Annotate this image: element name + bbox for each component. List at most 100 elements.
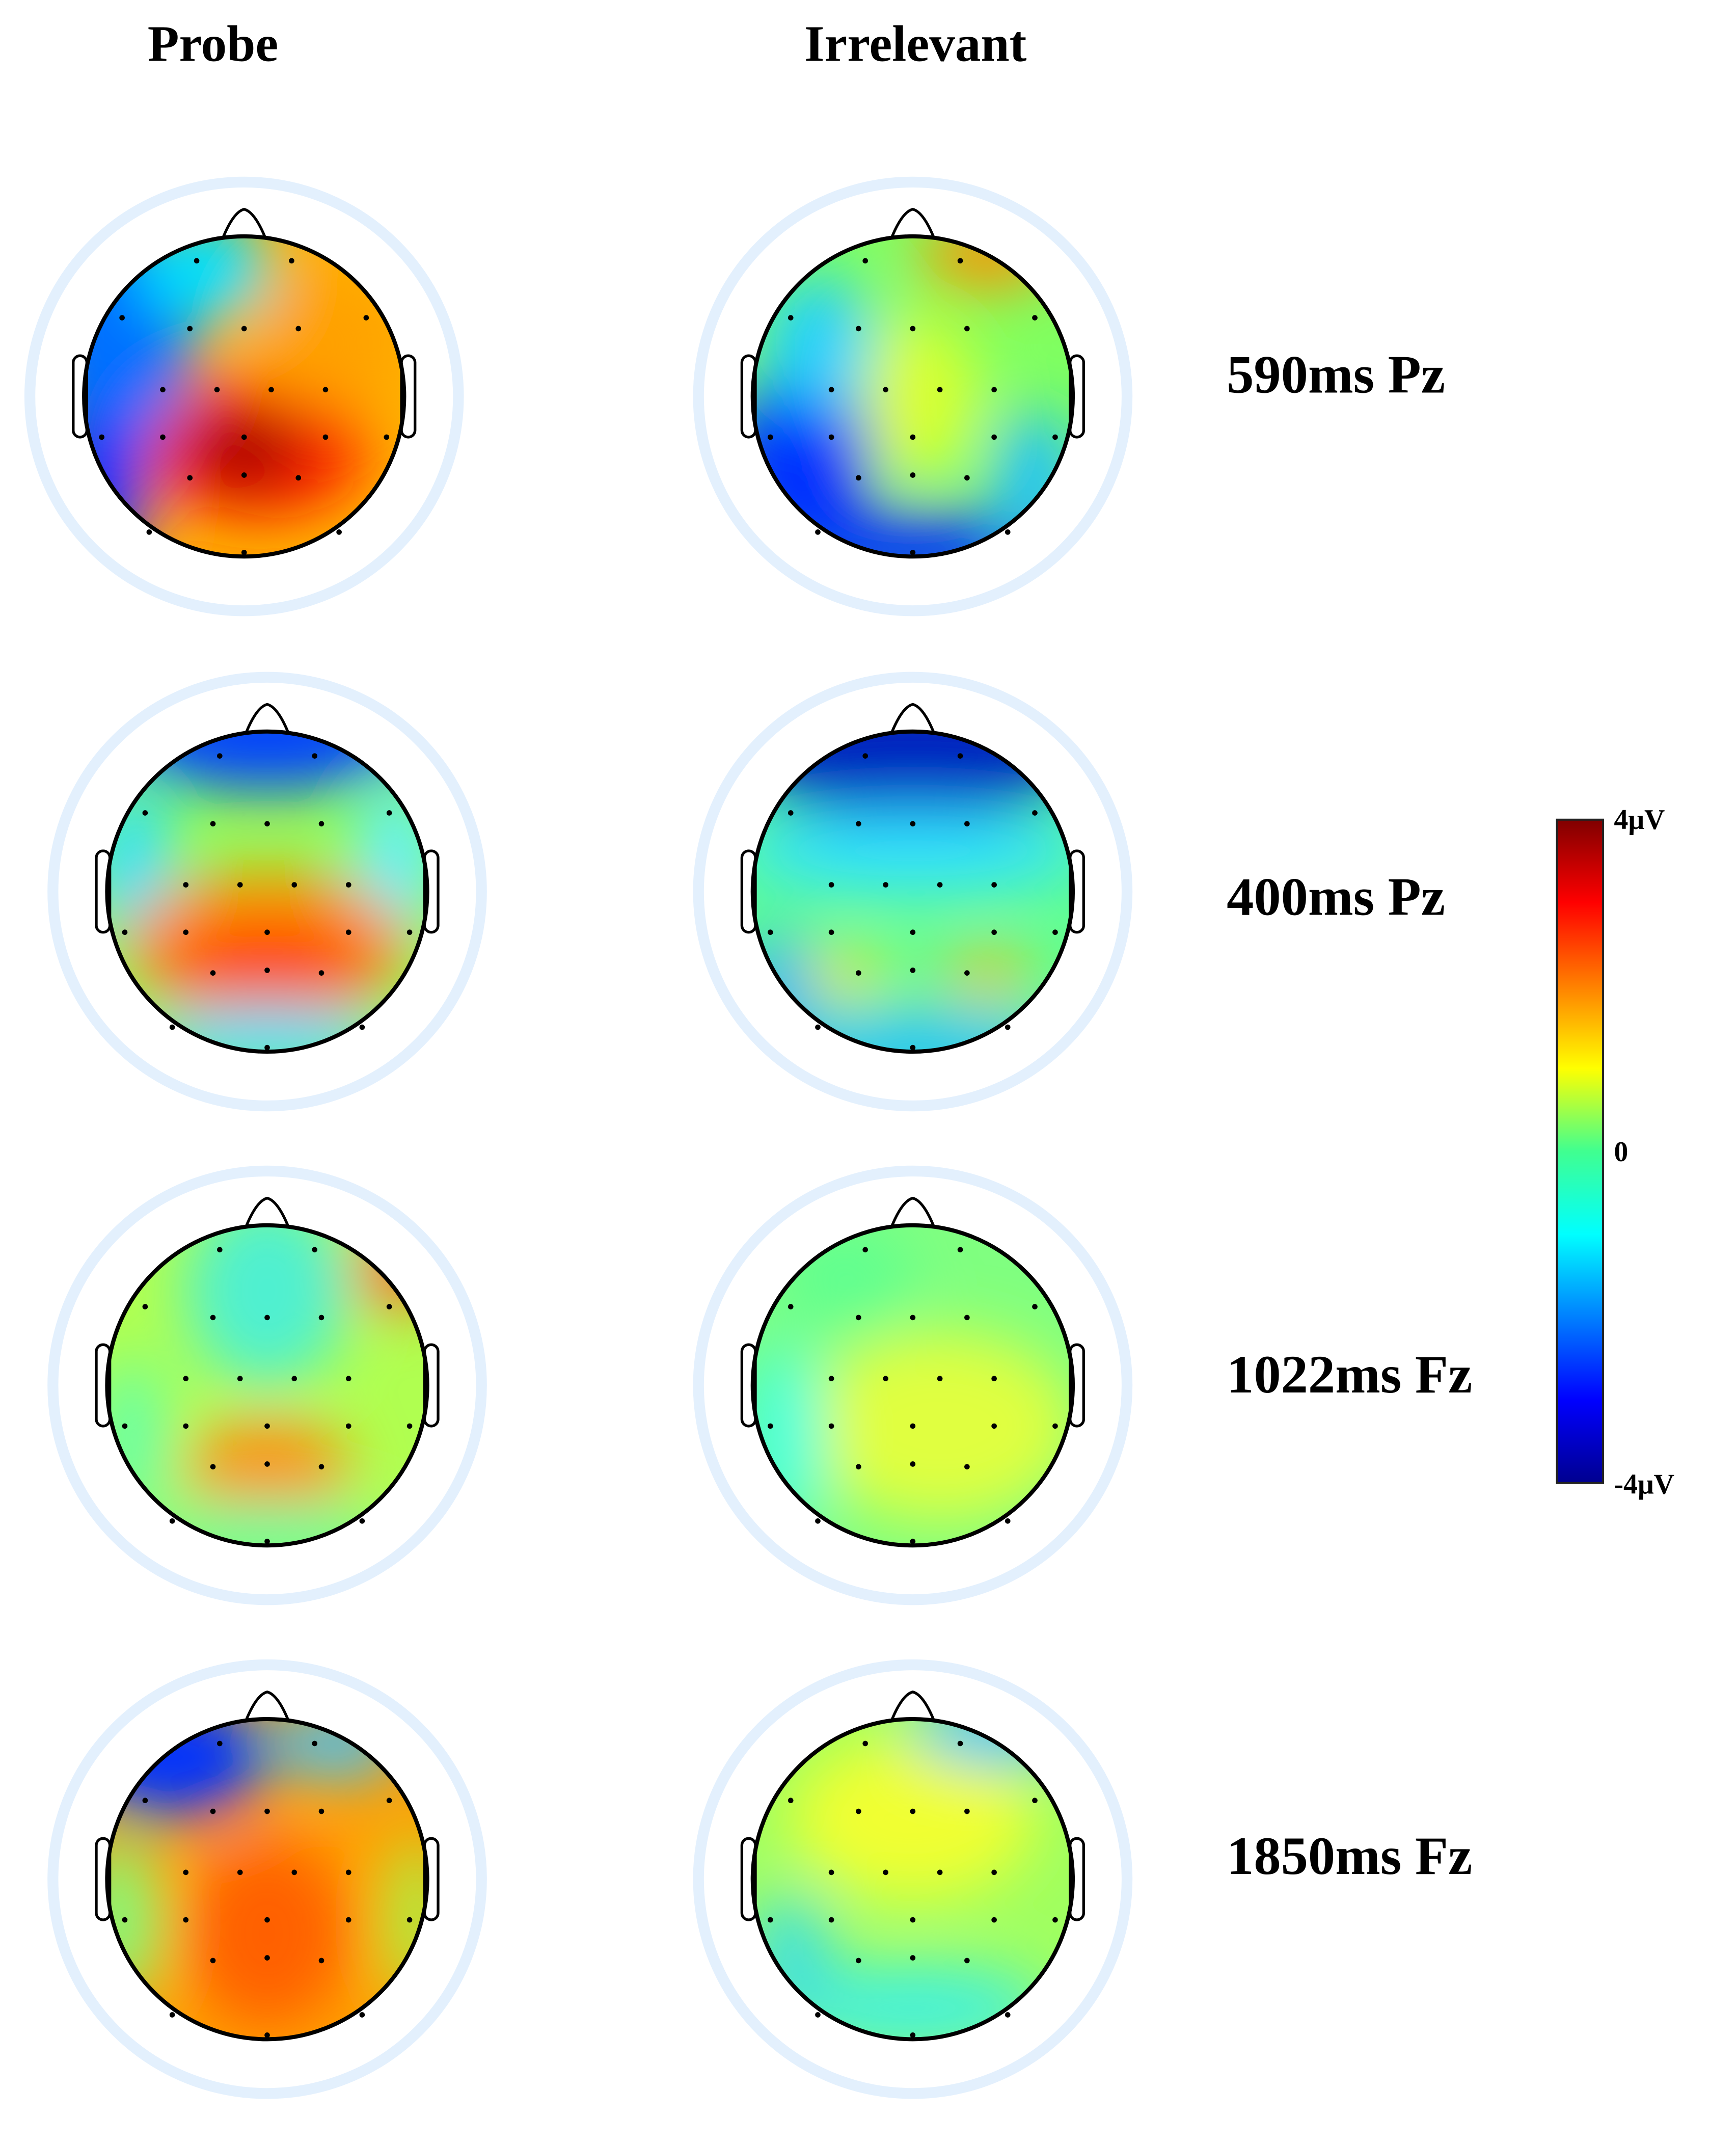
electrode: [241, 549, 247, 555]
electrode: [767, 929, 773, 935]
electrode: [187, 326, 193, 332]
scalp-map: [752, 731, 1073, 1052]
ear: [1069, 849, 1085, 934]
colorbar-label: 4μV: [1614, 804, 1665, 836]
row-label: 1850ms Fz: [1227, 1826, 1472, 1886]
electrode: [183, 1376, 189, 1382]
electrode: [142, 810, 148, 816]
row-label: 400ms Pz: [1227, 867, 1445, 927]
electrode: [910, 1044, 916, 1051]
electrode: [295, 326, 302, 332]
scalp-map: [84, 236, 404, 557]
nose: [244, 1691, 290, 1723]
electrode: [862, 1247, 868, 1253]
electrode: [1052, 434, 1058, 440]
electrode: [318, 1808, 324, 1814]
ear: [740, 1343, 757, 1428]
electrode: [345, 929, 351, 935]
electrode: [336, 529, 342, 535]
electrode: [1032, 1798, 1038, 1804]
electrode: [217, 753, 223, 759]
electrode: [237, 1376, 243, 1382]
electrode: [937, 882, 943, 888]
electrode: [264, 1808, 270, 1814]
electrode: [828, 434, 834, 440]
electrode: [295, 475, 302, 481]
map-blobs: [752, 731, 1073, 1052]
electrode: [957, 753, 963, 759]
electrode: [910, 821, 916, 827]
electrode: [345, 882, 351, 888]
nose: [244, 1196, 290, 1229]
electrode: [883, 387, 888, 393]
electrode: [363, 315, 369, 320]
map-blob: [185, 1225, 349, 1386]
electrode: [767, 1917, 773, 1923]
electrode: [210, 1464, 216, 1470]
column-title: Irrelevant: [804, 15, 1027, 72]
electrode: [910, 472, 916, 478]
ear: [72, 354, 89, 439]
electrode: [264, 967, 270, 973]
electrode: [910, 1315, 916, 1321]
electrode: [788, 315, 794, 320]
electrode: [856, 1958, 861, 1964]
electrode: [406, 1917, 413, 1923]
electrode: [910, 1461, 916, 1467]
scalp-map: [752, 1719, 1073, 2040]
colorbar: [1556, 818, 1605, 1484]
electrode: [210, 821, 216, 827]
electrode: [856, 326, 861, 332]
map-blob: [752, 810, 1073, 892]
head-outline-halo: [693, 1165, 1133, 1605]
head-outline: [750, 234, 1075, 559]
electrode: [210, 1958, 216, 1964]
ear: [423, 1837, 440, 1921]
map-blob: [752, 731, 1073, 817]
row-label: 590ms Pz: [1227, 345, 1445, 405]
electrode: [160, 387, 166, 393]
electrode: [828, 1917, 834, 1923]
electrode: [957, 1740, 963, 1747]
electrode: [210, 970, 216, 976]
electrode: [964, 475, 970, 481]
electrode: [828, 1869, 834, 1875]
head-outline: [82, 234, 406, 559]
colorbar-label: -4μV: [1614, 1469, 1674, 1500]
electrode: [862, 753, 868, 759]
electrode: [991, 387, 997, 393]
electrode: [964, 821, 970, 827]
ear: [1069, 354, 1085, 439]
electrode: [359, 2012, 365, 2018]
map-blob: [135, 236, 272, 322]
electrode: [318, 970, 324, 976]
head-outline: [105, 1717, 429, 2042]
head-outline: [105, 729, 429, 1054]
electrode: [856, 970, 861, 976]
electrode: [237, 882, 243, 888]
map-blob: [107, 1719, 267, 1818]
electrode: [194, 258, 200, 264]
electrode: [359, 1024, 365, 1030]
electrode: [322, 387, 329, 393]
map-blob: [145, 1007, 390, 1052]
topomap: [47, 672, 487, 1112]
electrode: [318, 1464, 324, 1470]
map-blobs: [752, 1225, 1073, 1535]
electrode: [264, 1538, 270, 1544]
head-outline-halo: [693, 1659, 1133, 2099]
map-blobs: [84, 236, 394, 557]
electrode: [862, 258, 868, 264]
electrode: [937, 387, 943, 393]
electrode: [99, 434, 105, 440]
electrode: [964, 1958, 970, 1964]
electrode: [815, 2012, 821, 2018]
topomap: [47, 1165, 487, 1605]
electrode: [767, 1423, 773, 1429]
electrode: [910, 1423, 916, 1429]
electrode: [183, 882, 189, 888]
scalp-map: [107, 1719, 427, 2040]
electrode: [957, 258, 963, 264]
electrode: [815, 1518, 821, 1524]
electrode: [991, 1376, 997, 1382]
